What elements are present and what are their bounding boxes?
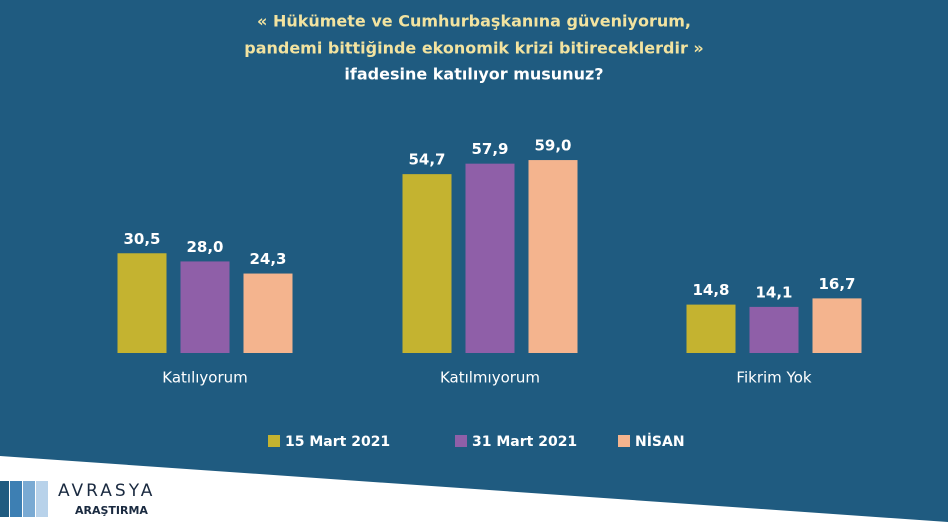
value-label: 28,0 [186, 238, 223, 256]
chart-title: pandemi bittiğinde ekonomik krizi bitire… [244, 39, 704, 58]
chart-title: « Hükümete ve Cumhurbaşkanına güveniyoru… [257, 12, 691, 31]
logo-block [10, 481, 22, 517]
bar [686, 304, 736, 353]
legend-label: NİSAN [635, 433, 685, 450]
value-label: 16,7 [818, 275, 855, 293]
bar [528, 160, 578, 353]
value-label: 14,1 [755, 283, 792, 301]
value-label: 57,9 [471, 140, 508, 158]
bar [465, 163, 515, 353]
footer-band [0, 456, 948, 525]
bar [402, 174, 452, 353]
x-tick-label: Katılıyorum [162, 369, 248, 387]
bar [180, 261, 230, 353]
legend-label: 15 Mart 2021 [285, 434, 390, 450]
logo-block [23, 481, 35, 517]
bar [749, 306, 799, 353]
value-label: 54,7 [408, 151, 445, 169]
x-tick-label: Fikrim Yok [736, 369, 811, 387]
x-tick-label: Katılmıyorum [440, 369, 540, 387]
bar [117, 253, 167, 353]
logo-block [36, 481, 48, 517]
bar [812, 298, 862, 353]
legend-swatch [618, 435, 630, 447]
value-label: 24,3 [249, 250, 286, 268]
chart-subtitle: ifadesine katılıyor musunuz? [344, 65, 603, 84]
legend-swatch [268, 435, 280, 447]
value-label: 14,8 [692, 281, 729, 299]
value-label: 30,5 [123, 230, 160, 248]
value-label: 59,0 [534, 137, 571, 155]
logo-name: AVRASYA [58, 481, 155, 501]
legend-swatch [455, 435, 467, 447]
logo-sub: ARAŞTIRMA [75, 504, 148, 517]
logo-block [0, 481, 9, 517]
legend-label: 31 Mart 2021 [472, 434, 577, 450]
bar [243, 273, 293, 353]
